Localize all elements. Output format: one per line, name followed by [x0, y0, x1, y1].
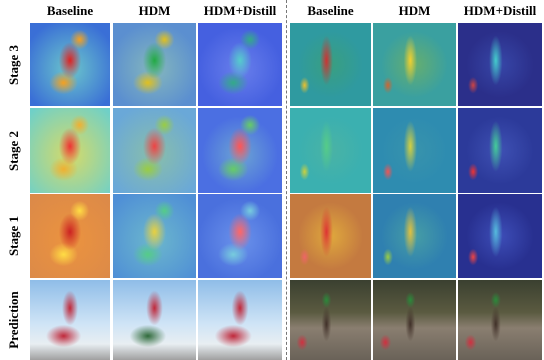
heatmap-image — [373, 108, 456, 193]
heatmap-image — [290, 194, 371, 278]
column-header: HDM+Distill — [458, 3, 542, 21]
separator — [286, 0, 287, 360]
row-label-text: Stage 2 — [6, 130, 22, 170]
heatmap-image — [198, 23, 282, 106]
heatmap-image — [113, 23, 196, 106]
heatmap-image — [113, 108, 196, 193]
prediction-image — [198, 280, 282, 360]
heatmap-image — [458, 23, 542, 106]
prediction-image — [290, 280, 371, 360]
column-header: Baseline — [30, 3, 110, 21]
row-label: Stage 3 — [0, 23, 28, 106]
heatmap-image — [30, 108, 110, 193]
heatmap-image — [458, 194, 542, 278]
column-header: Baseline — [290, 3, 371, 21]
heatmap-image — [30, 23, 110, 106]
row-label: Stage 1 — [0, 194, 28, 278]
column-header: HDM+Distill — [198, 3, 282, 21]
row-label-text: Prediction — [6, 291, 22, 349]
row-label-text: Stage 1 — [6, 216, 22, 256]
heatmap-image — [198, 194, 282, 278]
prediction-image — [458, 280, 542, 360]
prediction-image — [113, 280, 196, 360]
heatmap-image — [373, 194, 456, 278]
row-label-text: Stage 3 — [6, 44, 22, 84]
prediction-image — [373, 280, 456, 360]
heatmap-image — [290, 108, 371, 193]
row-label: Stage 2 — [0, 108, 28, 193]
figure: BaselineHDMHDM+DistillBaselineHDMHDM+Dis… — [0, 0, 544, 360]
heatmap-image — [373, 23, 456, 106]
heatmap-image — [113, 194, 196, 278]
column-header: HDM — [373, 3, 456, 21]
prediction-image — [30, 280, 110, 360]
column-header: HDM — [113, 3, 196, 21]
heatmap-image — [458, 108, 542, 193]
heatmap-image — [198, 108, 282, 193]
heatmap-image — [290, 23, 371, 106]
row-label: Prediction — [0, 280, 28, 360]
heatmap-image — [30, 194, 110, 278]
